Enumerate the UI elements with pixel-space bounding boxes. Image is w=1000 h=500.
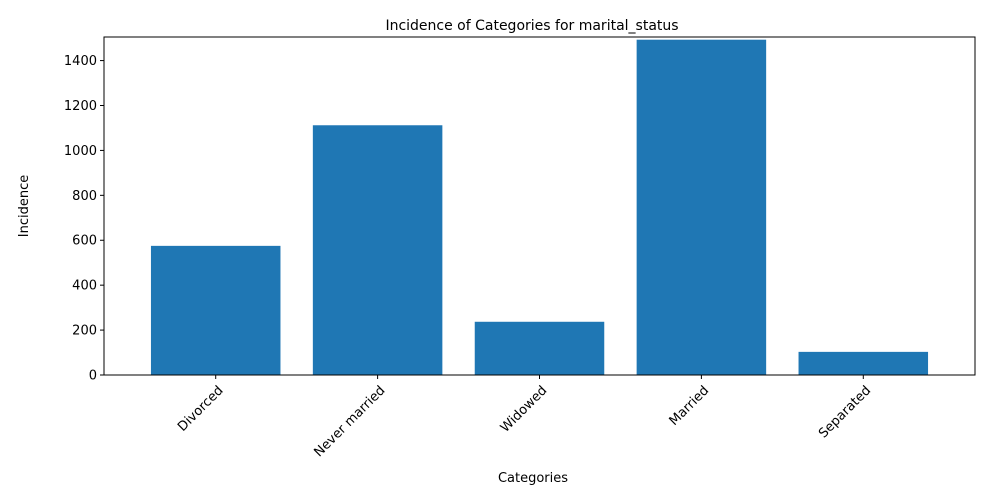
x-tick-label: Widowed xyxy=(498,383,551,436)
y-tick-label: 0 xyxy=(89,369,97,384)
y-tick-label: 400 xyxy=(72,279,97,294)
x-axis-label: Categories xyxy=(498,471,568,486)
x-tick-label: Married xyxy=(667,383,713,429)
y-tick-label: 1200 xyxy=(64,99,97,114)
y-tick-label: 1400 xyxy=(64,54,97,69)
bar-married xyxy=(636,39,767,376)
x-axis: Divorced Never married Widowed Married Separ… xyxy=(175,375,874,460)
x-tick-label: Never married xyxy=(311,383,388,460)
y-tick-label: 200 xyxy=(72,324,97,339)
y-tick-label: 800 xyxy=(72,189,97,204)
y-axis-label: Incidence xyxy=(17,175,32,237)
bar-separated xyxy=(798,351,929,375)
bar-widowed xyxy=(474,321,605,375)
plot-frame xyxy=(103,36,976,376)
y-tick-label: 1000 xyxy=(64,144,97,159)
bar-divorced xyxy=(150,245,281,375)
y-tick-label: 600 xyxy=(72,234,97,249)
chart-title: Incidence of Categories for marital_stat… xyxy=(385,18,678,34)
x-tick-label: Separated xyxy=(816,383,874,441)
x-tick-label: Divorced xyxy=(175,383,226,434)
bar-never-married xyxy=(312,125,443,375)
y-axis: 0 200 400 600 800 1000 1200 1400 xyxy=(64,54,104,384)
bars-layer xyxy=(150,39,929,376)
